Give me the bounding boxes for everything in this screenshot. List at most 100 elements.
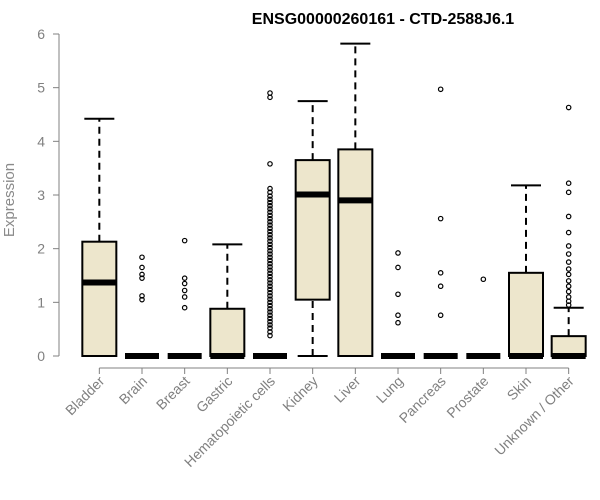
- outlier-point: [267, 315, 273, 322]
- outlier-point: [267, 225, 273, 232]
- iqr-box: [81, 240, 118, 357]
- outlier-point: [139, 254, 145, 261]
- outlier-point: [267, 318, 273, 325]
- outlier-point: [267, 329, 273, 335]
- y-axis: 0 1 2 3 4 5 6: [37, 26, 60, 364]
- outlier-point: [267, 248, 273, 254]
- outlier-point: [267, 296, 273, 302]
- outlier-point: [395, 312, 401, 319]
- x-tick-label: Lung: [373, 373, 406, 406]
- outlier-point: [480, 276, 487, 283]
- outlier-point: [565, 288, 572, 295]
- outlier-point: [267, 280, 273, 286]
- x-tick-label: Gastric: [193, 373, 236, 416]
- outlier-point: [139, 275, 145, 281]
- outlier-point: [267, 241, 273, 248]
- outlier-point: [267, 222, 273, 228]
- outlier-point: [267, 299, 273, 306]
- outlier-point: [437, 86, 444, 93]
- outlier-point: [267, 215, 273, 222]
- y-tick-label: 3: [37, 187, 45, 203]
- x-tick-label: Skin: [504, 373, 535, 404]
- outlier-point: [139, 296, 145, 303]
- outlier-point: [267, 325, 273, 331]
- outlier-point: [267, 332, 273, 339]
- box-skin: [508, 184, 544, 359]
- outlier-point: [181, 304, 188, 311]
- box-kidney: [294, 100, 331, 357]
- outlier-point: [395, 291, 401, 298]
- outlier-point: [139, 264, 145, 271]
- outlier-point: [267, 267, 273, 273]
- outlier-point: [267, 202, 273, 209]
- x-tick-label: Liver: [331, 373, 364, 406]
- outlier-point: [267, 264, 273, 270]
- box-bladder: [81, 117, 118, 357]
- outlier-point: [181, 280, 188, 287]
- x-tick-label: Pancreas: [396, 373, 449, 426]
- y-tick-label: 4: [37, 133, 45, 149]
- box-lung: [381, 250, 415, 359]
- outlier-point: [267, 293, 273, 299]
- x-tick-label: Prostate: [443, 373, 491, 421]
- box-gastric: [209, 243, 246, 359]
- outlier-point: [267, 185, 273, 192]
- outlier-point: [267, 260, 273, 267]
- outlier-point: [181, 287, 188, 294]
- outlier-point: [267, 196, 273, 203]
- outlier-point: [395, 264, 401, 271]
- outlier-point: [181, 294, 188, 300]
- box-pancreas: [423, 86, 458, 359]
- outlier-point: [267, 212, 273, 219]
- y-tick-label: 1: [37, 294, 45, 310]
- outlier-point: [267, 193, 273, 199]
- outlier-point: [267, 322, 273, 328]
- outlier-point: [565, 278, 572, 284]
- x-tick-label: Breast: [153, 373, 193, 413]
- box-prostate: [466, 276, 501, 359]
- iqr-box: [209, 307, 246, 358]
- box-unknown-other: [550, 104, 587, 359]
- outlier-point: [267, 257, 273, 264]
- outlier-point: [437, 270, 444, 276]
- outlier-point: [267, 312, 273, 319]
- outlier-point: [267, 276, 273, 283]
- outlier-point: [565, 189, 572, 196]
- y-tick-label: 6: [37, 26, 45, 42]
- x-tick-label: Bladder: [62, 373, 108, 419]
- x-tick-label: Brain: [116, 373, 150, 407]
- boxes-layer: [81, 42, 587, 359]
- outlier-point: [267, 273, 273, 280]
- outlier-point: [181, 275, 188, 281]
- box-hematopoietic-cells: [253, 90, 287, 359]
- outlier-point: [395, 250, 401, 256]
- outlier-point: [267, 199, 273, 206]
- iqr-box: [294, 159, 331, 301]
- outlier-point: [267, 251, 273, 257]
- outlier-point: [437, 215, 444, 222]
- x-tick-label: Kidney: [279, 373, 321, 415]
- outlier-point: [267, 305, 273, 312]
- outlier-point: [267, 90, 273, 96]
- outlier-point: [437, 312, 444, 319]
- outlier-point: [565, 243, 572, 249]
- y-tick-label: 0: [37, 348, 45, 364]
- outlier-point: [267, 235, 273, 241]
- outlier-point: [565, 259, 572, 265]
- outlier-point: [267, 289, 273, 296]
- outlier-point: [267, 231, 273, 238]
- outlier-point: [267, 161, 273, 167]
- y-tick-label: 2: [37, 241, 45, 257]
- box-liver: [337, 42, 374, 357]
- box-brain: [125, 254, 159, 359]
- outlier-point: [267, 302, 273, 309]
- x-tick-label: Unknown / Other: [491, 373, 577, 459]
- outlier-point: [565, 266, 572, 272]
- y-tick-label: 5: [37, 80, 45, 96]
- outlier-point: [565, 104, 572, 111]
- outlier-point: [267, 228, 273, 235]
- outlier-point: [565, 251, 572, 257]
